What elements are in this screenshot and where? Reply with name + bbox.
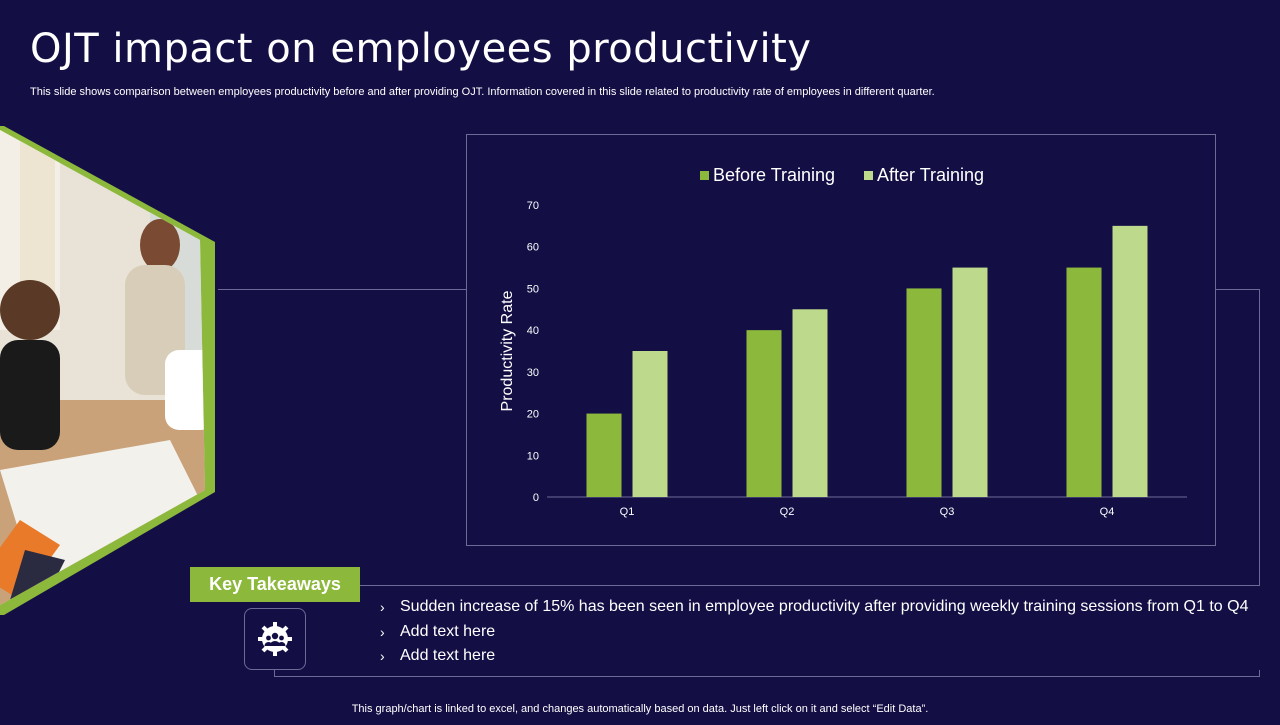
legend-swatch: [700, 171, 709, 180]
connector-line: [218, 289, 466, 290]
y-tick-label: 30: [527, 367, 539, 379]
y-axis-label: Productivity Rate: [499, 290, 516, 411]
footer-note: This graph/chart is linked to excel, and…: [351, 703, 929, 715]
y-tick-label: 60: [527, 242, 539, 254]
x-tick-label: Q2: [780, 506, 795, 518]
takeaway-text: Add text here: [400, 647, 496, 664]
key-takeaways-badge: Key Takeaways: [190, 567, 360, 602]
team-gear-icon: [244, 608, 306, 670]
legend-swatch: [864, 171, 873, 180]
connector-line: [1259, 670, 1260, 677]
chart-svg: 0 10 20 30 40 50 60 70 Productivity Rate Q1 Q2 Q3 Q4…: [499, 165, 1187, 518]
chevron-right-icon: ›: [380, 648, 385, 664]
y-tick-label: 40: [527, 325, 539, 337]
page-subtitle: This slide shows comparison between empl…: [30, 86, 935, 98]
connector-line: [274, 676, 1260, 677]
y-tick-label: 10: [527, 450, 539, 462]
productivity-chart[interactable]: 0 10 20 30 40 50 60 70 Productivity Rate Q1 Q2 Q3 Q4…: [466, 134, 1216, 546]
x-tick-label: Q3: [940, 506, 955, 518]
connector-line: [1216, 289, 1260, 290]
legend-label: Before Training: [713, 165, 835, 185]
connector-line: [274, 670, 275, 677]
page-title: OJT impact on employees productivity: [30, 26, 812, 72]
y-tick-label: 50: [527, 283, 539, 295]
y-tick-label: 0: [533, 492, 539, 504]
bar-q2-before: [746, 330, 782, 497]
legend-label: After Training: [877, 165, 984, 185]
list-item: › Add text here: [380, 621, 1248, 646]
chevron-right-icon: ›: [380, 599, 385, 615]
takeaway-text: Sudden increase of 15% has been seen in …: [400, 598, 1249, 615]
bar-q1-after: [632, 351, 668, 497]
list-item: › Add text here: [380, 645, 1248, 670]
bar-q3-after: [952, 267, 988, 497]
x-tick-label: Q4: [1100, 506, 1115, 518]
bar-q1-before: [586, 413, 622, 497]
x-tick-label: Q1: [620, 506, 635, 518]
list-item: › Sudden increase of 15% has been seen in…: [380, 596, 1248, 621]
bar-q3-before: [906, 288, 942, 497]
bar-q4-after: [1112, 225, 1148, 497]
chevron-right-icon: ›: [380, 623, 385, 640]
bar-q4-before: [1066, 267, 1102, 497]
takeaway-text: Add text here: [400, 622, 496, 640]
y-tick-label: 20: [527, 409, 539, 421]
takeaways-list: › Sudden increase of 15% has been seen in…: [380, 596, 1248, 670]
connector-line: [1259, 289, 1260, 585]
connector-line: [360, 585, 1260, 586]
y-tick-label: 70: [527, 200, 539, 212]
team-photo: [0, 0, 230, 720]
bar-q2-after: [792, 309, 828, 497]
